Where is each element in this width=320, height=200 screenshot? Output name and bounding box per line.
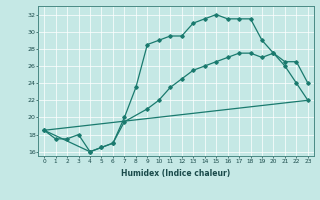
X-axis label: Humidex (Indice chaleur): Humidex (Indice chaleur)	[121, 169, 231, 178]
